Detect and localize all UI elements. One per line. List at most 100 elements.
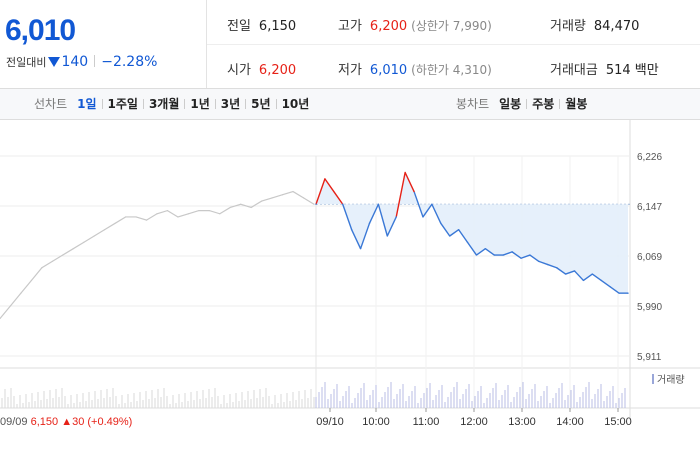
tab-monthly[interactable]: 월봉 — [565, 97, 588, 111]
today-point — [377, 203, 380, 205]
today-point — [511, 251, 513, 253]
prev-day-point — [282, 194, 284, 196]
today-point — [342, 203, 344, 205]
stat-trade-value: 거래대금 514 백만 — [550, 59, 659, 78]
today-line-segment — [449, 229, 460, 237]
prev-day-point — [208, 210, 210, 212]
today-point — [324, 178, 326, 180]
today-line-segment — [386, 216, 397, 237]
price-summary: 6,010 전일대비 140 −2.28% — [0, 0, 207, 88]
x-tick-label: 11:00 — [413, 416, 440, 428]
stats-row-divider — [207, 44, 700, 45]
tab-daily[interactable]: 일봉 — [499, 97, 522, 111]
today-area-fill — [316, 172, 628, 294]
x-tick-label: 14:00 — [556, 416, 584, 428]
divider — [245, 99, 247, 109]
tab-weekly[interactable]: 주봉 — [532, 97, 555, 111]
prev-day-point — [240, 203, 242, 205]
stat-value: 6,010 — [369, 63, 408, 78]
tab-1w[interactable]: 1주일 — [107, 97, 138, 111]
stat-value: 84,470 — [593, 19, 640, 34]
today-line-segment — [600, 279, 611, 288]
today-line-segment — [520, 254, 531, 259]
change-label: 전일대비 — [6, 56, 47, 69]
x-tick-label: 15:00 — [604, 416, 632, 428]
quote-header: 6,010 전일대비 140 −2.28% 전일 6,150 고가 6,200 (상한가 … — [0, 0, 700, 89]
today-point — [600, 279, 602, 282]
today-line-segment — [565, 270, 575, 275]
prev-day-point — [62, 254, 64, 256]
today-point — [591, 273, 594, 275]
change-row: 전일대비 140 −2.28% — [6, 54, 157, 70]
prev-day-summary: 09/09 6,150 ▲30 (+0.49%) — [0, 416, 132, 428]
today-line-segment — [529, 254, 540, 262]
prev-change-percent: (+0.49%) — [87, 416, 132, 428]
tab-5y[interactable]: 5년 — [251, 97, 271, 111]
stat-sub: (상한가 7,990) — [411, 19, 492, 33]
prev-day-point — [9, 305, 12, 307]
stat-open: 시가 6,200 — [227, 59, 296, 78]
prev-day-point — [250, 206, 252, 209]
tab-1d[interactable]: 1일 — [77, 97, 97, 111]
today-line-segment — [609, 286, 620, 294]
today-line-segment — [466, 241, 478, 256]
stat-value: 6,200 — [369, 19, 408, 34]
stat-label: 저가 — [338, 63, 362, 78]
today-point — [555, 267, 558, 269]
divider — [101, 99, 103, 109]
today-point — [386, 235, 389, 237]
x-tick-label: 13:00 — [508, 416, 536, 428]
stat-low: 저가 6,010 (하한가 4,310) — [338, 59, 492, 78]
x-tick-label: 10:00 — [362, 416, 390, 428]
today-line-segment — [368, 203, 380, 224]
today-line-segment — [413, 191, 424, 218]
today-line-segment — [511, 251, 522, 259]
y-tick-label: 6,069 — [637, 252, 662, 263]
today-point — [582, 279, 585, 282]
divider — [214, 99, 216, 109]
today-point — [395, 216, 397, 218]
prev-day-point — [156, 213, 158, 215]
stat-value: 6,200 — [258, 63, 297, 78]
volume-legend-label: 거래량 — [657, 374, 685, 386]
prev-day-point — [30, 279, 32, 282]
change-percent: −2.28% — [101, 54, 158, 70]
today-point — [359, 247, 362, 250]
prev-day-point — [51, 260, 53, 262]
candle-chart-tabs: 봉차트 일봉 주봉 월봉 — [456, 89, 587, 119]
today-point — [404, 171, 406, 174]
prev-day-point — [219, 213, 221, 215]
today-point — [449, 235, 451, 237]
prev-change-value: 30 — [72, 416, 87, 428]
today-line-segment — [502, 251, 513, 256]
today-point — [547, 263, 549, 266]
prev-day-point — [0, 317, 1, 320]
today-point — [538, 260, 540, 263]
tab-3y[interactable]: 3년 — [220, 97, 241, 111]
x-tick-label: 12:00 — [460, 416, 488, 428]
prev-close-value: 6,150 — [31, 416, 62, 428]
today-point — [564, 273, 567, 275]
prev-day-point — [271, 197, 273, 199]
today-point — [413, 190, 415, 193]
today-line-segment — [440, 222, 451, 237]
tab-1y[interactable]: 1년 — [190, 97, 210, 111]
y-tick-label: 5,911 — [637, 352, 662, 363]
today-point — [493, 254, 495, 256]
prev-day-point — [292, 190, 294, 193]
today-line-segment — [556, 267, 567, 275]
tab-10y[interactable]: 10년 — [281, 97, 310, 111]
stat-label: 고가 — [338, 19, 362, 34]
y-tick-label: 5,990 — [637, 302, 662, 313]
prev-day-point — [302, 197, 305, 199]
prev-day-point — [93, 235, 95, 237]
today-point — [333, 190, 335, 193]
today-line-segment — [315, 178, 326, 205]
x-tick-label: 09/10 — [316, 416, 344, 428]
tab-3m[interactable]: 3개월 — [148, 97, 180, 111]
y-tick-label: 6,226 — [637, 152, 662, 163]
divider — [559, 99, 561, 109]
stats-grid: 전일 6,150 고가 6,200 (상한가 7,990) 거래량 84,470 시가 6… — [207, 0, 700, 88]
today-line-segment — [476, 248, 486, 256]
stat-high: 고가 6,200 (상한가 7,990) — [338, 15, 492, 34]
